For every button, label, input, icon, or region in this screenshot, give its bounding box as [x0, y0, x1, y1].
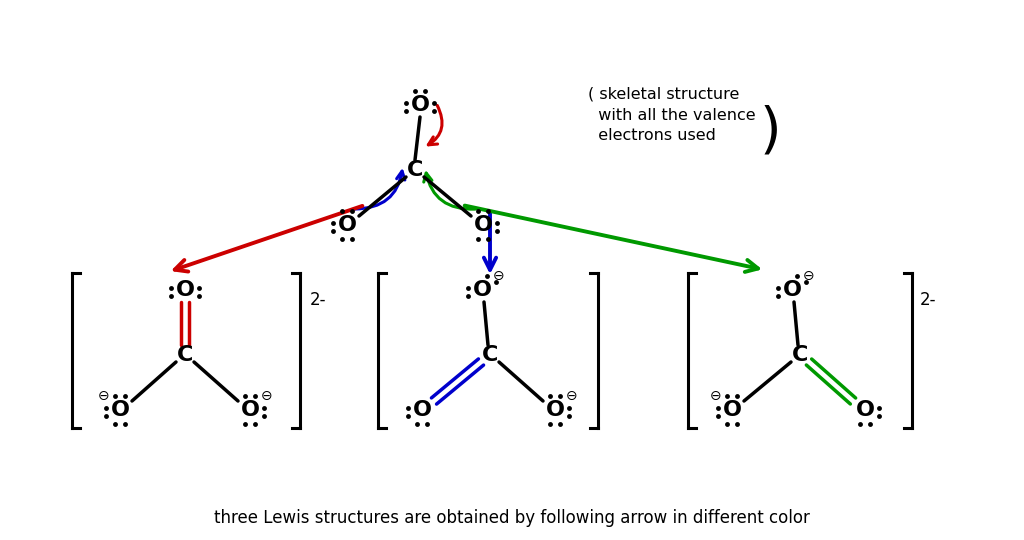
- Text: ⊖: ⊖: [261, 389, 272, 403]
- Text: O: O: [723, 400, 741, 420]
- Text: ⊖: ⊖: [566, 389, 578, 403]
- Text: O: O: [546, 400, 564, 420]
- Text: O: O: [338, 215, 356, 235]
- Text: O: O: [413, 400, 431, 420]
- Text: O: O: [472, 280, 492, 300]
- Text: O: O: [175, 280, 195, 300]
- Text: ): ): [760, 105, 781, 159]
- Text: ⊖: ⊖: [98, 389, 110, 403]
- Text: C: C: [792, 345, 808, 365]
- Text: 2-: 2-: [310, 291, 327, 309]
- Text: 2-: 2-: [920, 291, 937, 309]
- Text: three Lewis structures are obtained by following arrow in different color: three Lewis structures are obtained by f…: [214, 509, 810, 527]
- Text: ⊖: ⊖: [494, 269, 505, 283]
- Text: O: O: [111, 400, 129, 420]
- Text: O: O: [855, 400, 874, 420]
- Text: ( skeletal structure
  with all the valence
  electrons used: ( skeletal structure with all the valenc…: [588, 86, 756, 144]
- Text: O: O: [241, 400, 259, 420]
- Text: ⊖: ⊖: [803, 269, 815, 283]
- Text: O: O: [473, 215, 493, 235]
- Text: C: C: [482, 345, 499, 365]
- Text: C: C: [407, 160, 423, 180]
- Text: O: O: [411, 95, 429, 115]
- Text: O: O: [782, 280, 802, 300]
- Text: C: C: [177, 345, 194, 365]
- Text: ⊖: ⊖: [711, 389, 722, 403]
